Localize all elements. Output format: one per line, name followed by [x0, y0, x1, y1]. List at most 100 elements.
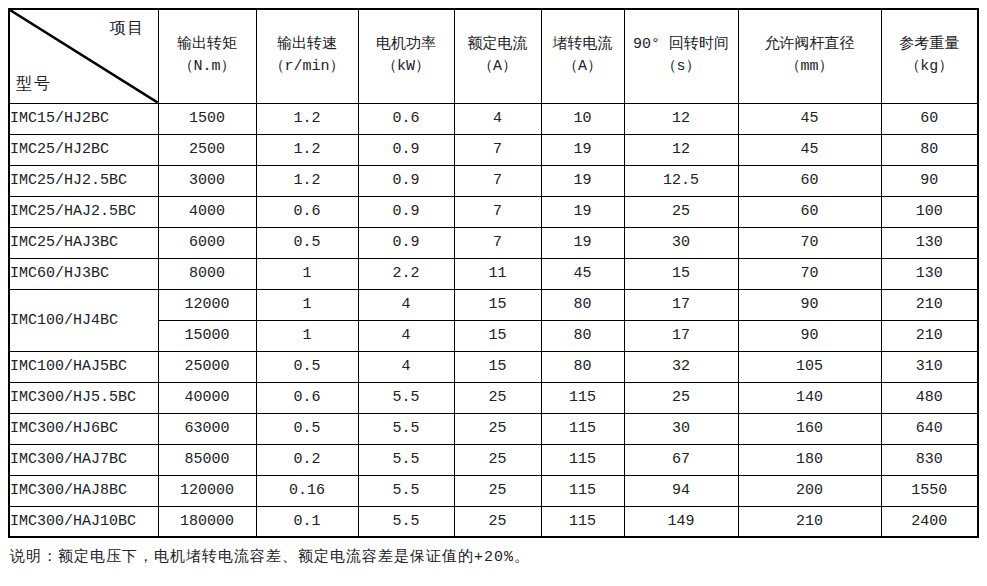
value-cell: 80	[881, 134, 978, 165]
table-row: IMC25/HJ2BC25001.20.9719124580	[9, 134, 978, 165]
table-row: IMC100/HJ4BC120001415801790210	[9, 289, 978, 320]
value-cell: 67	[624, 444, 738, 475]
value-cell: 200	[738, 475, 881, 506]
value-cell: 12	[624, 103, 738, 134]
value-cell: 1	[256, 258, 358, 289]
value-cell: 4	[358, 289, 454, 320]
value-cell: 0.6	[358, 103, 454, 134]
value-cell: 2400	[881, 506, 978, 537]
value-cell: 830	[881, 444, 978, 475]
value-cell: 210	[881, 289, 978, 320]
value-cell: 1500	[158, 103, 256, 134]
value-cell: 130	[881, 258, 978, 289]
header-row: 项目 型号 输出转矩 （N.m） 输出转速 （r/min） 电机功率 （kW） …	[9, 9, 978, 103]
value-cell: 0.5	[256, 351, 358, 382]
model-cell: IMC25/HJ2.5BC	[9, 165, 158, 196]
model-cell: IMC25/HAJ2.5BC	[9, 196, 158, 227]
value-cell: 5.5	[358, 506, 454, 537]
model-cell: IMC60/HJ3BC	[9, 258, 158, 289]
model-cell: IMC25/HAJ3BC	[9, 227, 158, 258]
value-cell: 19	[541, 227, 624, 258]
value-cell: 60	[738, 165, 881, 196]
value-cell: 12.5	[624, 165, 738, 196]
value-cell: 0.1	[256, 506, 358, 537]
value-cell: 0.5	[256, 227, 358, 258]
corner-label-model: 型号	[16, 74, 52, 95]
value-cell: 80	[541, 289, 624, 320]
table-header: 项目 型号 输出转矩 （N.m） 输出转速 （r/min） 电机功率 （kW） …	[9, 9, 978, 103]
value-cell: 120000	[158, 475, 256, 506]
value-cell: 90	[881, 165, 978, 196]
model-cell: IMC300/HAJ8BC	[9, 475, 158, 506]
value-cell: 1	[256, 320, 358, 351]
value-cell: 0.6	[256, 382, 358, 413]
value-cell: 149	[624, 506, 738, 537]
table-row: IMC25/HAJ2.5BC40000.60.97192560100	[9, 196, 978, 227]
value-cell: 5.5	[358, 475, 454, 506]
model-cell: IMC100/HAJ5BC	[9, 351, 158, 382]
value-cell: 32	[624, 351, 738, 382]
value-cell: 2.2	[358, 258, 454, 289]
value-cell: 5.5	[358, 444, 454, 475]
value-cell: 210	[881, 320, 978, 351]
value-cell: 100	[881, 196, 978, 227]
value-cell: 1.2	[256, 165, 358, 196]
value-cell: 480	[881, 382, 978, 413]
column-header-rated-current: 额定电流 （A）	[454, 9, 541, 103]
value-cell: 25	[454, 506, 541, 537]
table-row: IMC25/HAJ3BC60000.50.97193070130	[9, 227, 978, 258]
value-cell: 210	[738, 506, 881, 537]
value-cell: 25	[454, 444, 541, 475]
column-header-stall-current: 堵转电流 （A）	[541, 9, 624, 103]
value-cell: 30	[624, 227, 738, 258]
table-row: IMC15/HJ2BC15001.20.6410124560	[9, 103, 978, 134]
value-cell: 180000	[158, 506, 256, 537]
value-cell: 45	[738, 103, 881, 134]
corner-label-project: 项目	[110, 18, 146, 39]
value-cell: 0.9	[358, 134, 454, 165]
value-cell: 25000	[158, 351, 256, 382]
value-cell: 2500	[158, 134, 256, 165]
corner-header: 项目 型号	[9, 9, 158, 103]
value-cell: 12	[624, 134, 738, 165]
value-cell: 130	[881, 227, 978, 258]
value-cell: 11	[454, 258, 541, 289]
value-cell: 115	[541, 506, 624, 537]
value-cell: 90	[738, 289, 881, 320]
model-cell: IMC100/HJ4BC	[9, 289, 158, 351]
value-cell: 115	[541, 382, 624, 413]
value-cell: 1550	[881, 475, 978, 506]
value-cell: 0.9	[358, 165, 454, 196]
column-header-torque: 输出转矩 （N.m）	[158, 9, 256, 103]
value-cell: 5.5	[358, 382, 454, 413]
table-body: IMC15/HJ2BC15001.20.6410124560IMC25/HJ2B…	[9, 103, 978, 537]
value-cell: 45	[738, 134, 881, 165]
value-cell: 7	[454, 165, 541, 196]
value-cell: 160	[738, 413, 881, 444]
value-cell: 105	[738, 351, 881, 382]
value-cell: 0.5	[256, 413, 358, 444]
model-cell: IMC300/HJ6BC	[9, 413, 158, 444]
value-cell: 140	[738, 382, 881, 413]
model-cell: IMC300/HJ5.5BC	[9, 382, 158, 413]
value-cell: 310	[881, 351, 978, 382]
value-cell: 1.2	[256, 103, 358, 134]
value-cell: 70	[738, 227, 881, 258]
spec-table: 项目 型号 输出转矩 （N.m） 输出转速 （r/min） 电机功率 （kW） …	[8, 8, 979, 538]
table-row: IMC300/HJ5.5BC400000.65.52511525140480	[9, 382, 978, 413]
value-cell: 5.5	[358, 413, 454, 444]
model-cell: IMC300/HAJ10BC	[9, 506, 158, 537]
table-row: IMC25/HJ2.5BC30001.20.971912.56090	[9, 165, 978, 196]
value-cell: 0.9	[358, 196, 454, 227]
value-cell: 7	[454, 196, 541, 227]
value-cell: 15	[454, 351, 541, 382]
value-cell: 15	[624, 258, 738, 289]
value-cell: 4000	[158, 196, 256, 227]
table-row: IMC300/HJ6BC630000.55.52511530160640	[9, 413, 978, 444]
table-row: IMC300/HAJ8BC1200000.165.525115942001550	[9, 475, 978, 506]
page: 项目 型号 输出转矩 （N.m） 输出转速 （r/min） 电机功率 （kW） …	[0, 0, 987, 566]
value-cell: 115	[541, 444, 624, 475]
note-text: 说明：额定电压下，电机堵转电流容差、额定电流容差是保证值的+20%。	[8, 547, 987, 566]
table-row: IMC300/HAJ10BC1800000.15.525115149210240…	[9, 506, 978, 537]
value-cell: 25	[624, 196, 738, 227]
